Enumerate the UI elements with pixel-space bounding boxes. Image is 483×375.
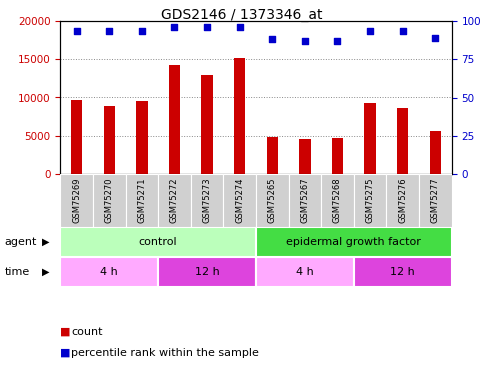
Text: GSM75268: GSM75268 bbox=[333, 178, 342, 224]
Bar bbox=[191, 174, 223, 227]
Point bbox=[366, 28, 374, 34]
Bar bbox=[429, 131, 441, 174]
Bar bbox=[354, 174, 386, 227]
Bar bbox=[60, 174, 93, 227]
Text: control: control bbox=[139, 237, 177, 247]
Text: GSM75270: GSM75270 bbox=[105, 178, 114, 224]
Bar bbox=[223, 174, 256, 227]
Text: ■: ■ bbox=[60, 348, 71, 357]
Text: ■: ■ bbox=[60, 327, 71, 337]
Point bbox=[431, 34, 439, 40]
Text: GSM75274: GSM75274 bbox=[235, 178, 244, 224]
Bar bbox=[419, 174, 452, 227]
Text: GDS2146 / 1373346_at: GDS2146 / 1373346_at bbox=[161, 8, 322, 22]
Text: 12 h: 12 h bbox=[390, 267, 415, 277]
Text: count: count bbox=[71, 327, 103, 337]
Text: 12 h: 12 h bbox=[195, 267, 219, 277]
Point bbox=[236, 24, 243, 30]
Bar bbox=[158, 174, 191, 227]
Bar bbox=[299, 139, 311, 174]
Text: 4 h: 4 h bbox=[100, 267, 118, 277]
Text: GSM75272: GSM75272 bbox=[170, 178, 179, 224]
Text: GSM75265: GSM75265 bbox=[268, 178, 277, 224]
Bar bbox=[136, 101, 148, 174]
Bar bbox=[201, 75, 213, 174]
Bar bbox=[60, 227, 256, 257]
Bar bbox=[354, 257, 452, 287]
Bar bbox=[169, 65, 180, 174]
Bar bbox=[321, 174, 354, 227]
Point bbox=[334, 38, 341, 44]
Bar bbox=[126, 174, 158, 227]
Text: epidermal growth factor: epidermal growth factor bbox=[286, 237, 421, 247]
Point bbox=[73, 28, 81, 34]
Bar bbox=[386, 174, 419, 227]
Bar bbox=[234, 57, 245, 174]
Text: GSM75276: GSM75276 bbox=[398, 178, 407, 224]
Point bbox=[269, 36, 276, 42]
Point bbox=[203, 24, 211, 30]
Bar bbox=[60, 257, 158, 287]
Text: GSM75273: GSM75273 bbox=[202, 178, 212, 224]
Point bbox=[301, 38, 309, 44]
Bar bbox=[397, 108, 409, 174]
Point bbox=[170, 24, 178, 30]
Bar bbox=[256, 174, 289, 227]
Bar bbox=[267, 137, 278, 174]
Bar bbox=[364, 103, 376, 174]
Text: ▶: ▶ bbox=[42, 267, 50, 277]
Text: agent: agent bbox=[5, 237, 37, 247]
Bar bbox=[289, 174, 321, 227]
Text: time: time bbox=[5, 267, 30, 277]
Bar bbox=[158, 257, 256, 287]
Bar bbox=[93, 174, 126, 227]
Bar bbox=[103, 106, 115, 174]
Bar bbox=[71, 100, 83, 174]
Text: GSM75277: GSM75277 bbox=[431, 178, 440, 224]
Bar bbox=[256, 257, 354, 287]
Text: GSM75267: GSM75267 bbox=[300, 178, 310, 224]
Bar bbox=[332, 138, 343, 174]
Point bbox=[138, 28, 146, 34]
Text: percentile rank within the sample: percentile rank within the sample bbox=[71, 348, 259, 357]
Point bbox=[105, 28, 113, 34]
Text: GSM75275: GSM75275 bbox=[366, 178, 375, 224]
Text: GSM75271: GSM75271 bbox=[137, 178, 146, 224]
Point bbox=[399, 28, 407, 34]
Text: GSM75269: GSM75269 bbox=[72, 178, 81, 224]
Text: ▶: ▶ bbox=[42, 237, 50, 247]
Bar bbox=[256, 227, 452, 257]
Text: 4 h: 4 h bbox=[296, 267, 314, 277]
